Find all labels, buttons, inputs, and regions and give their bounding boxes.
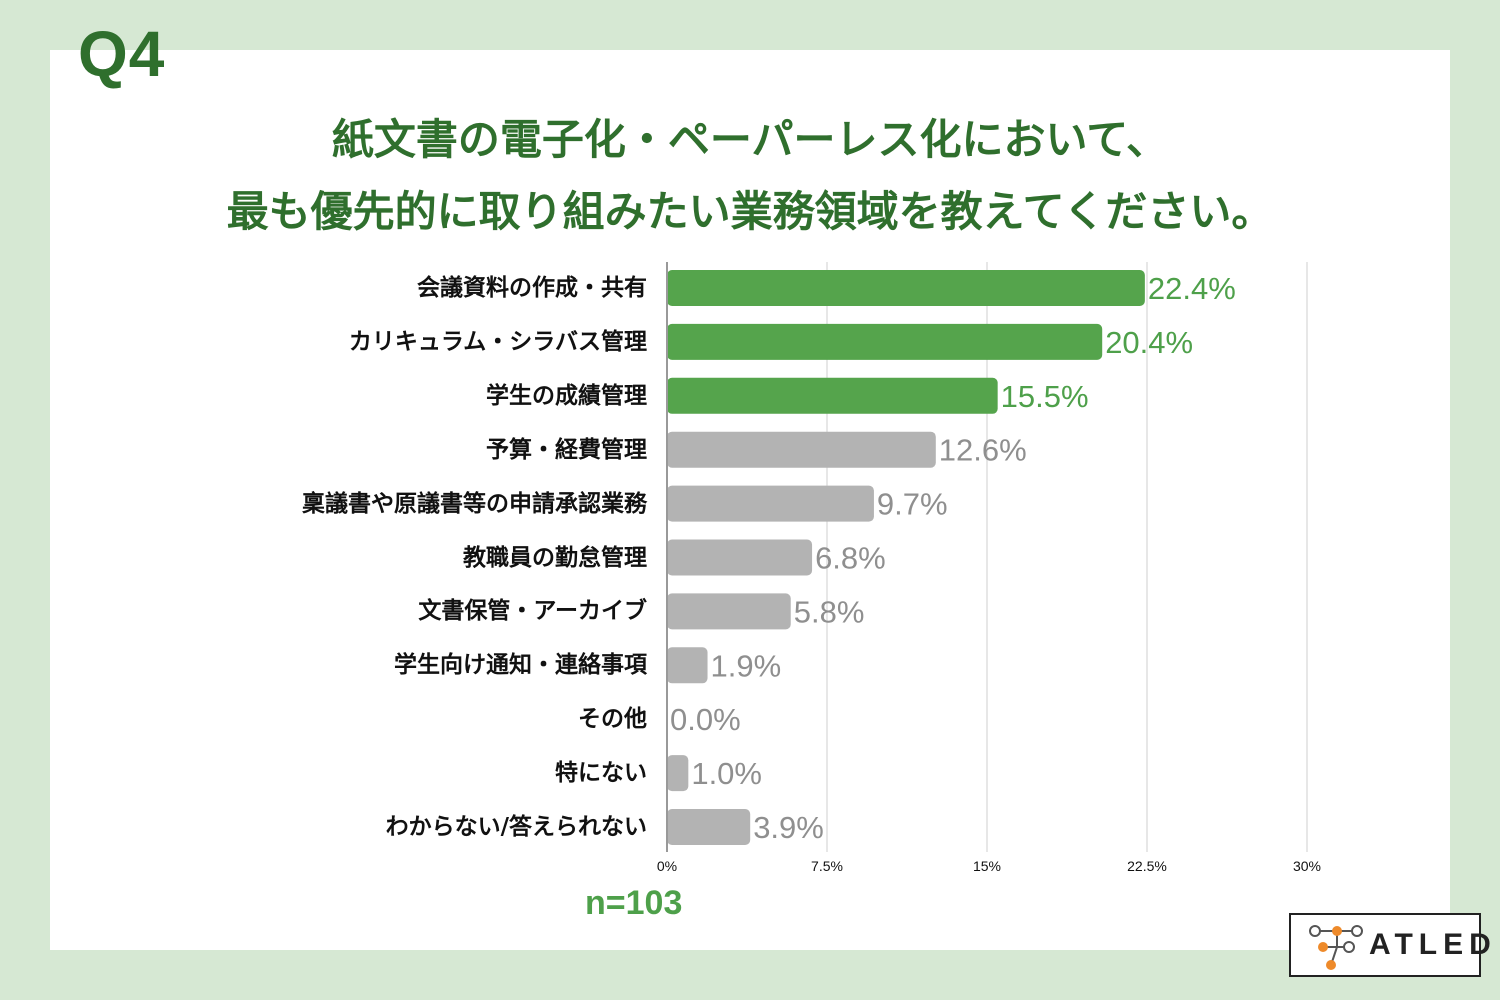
sample-size-label: n=103	[585, 884, 683, 922]
bar-value-label: 12.6%	[939, 433, 1027, 468]
bar-value-label: 20.4%	[1105, 325, 1193, 360]
bar-value-label: 0.0%	[670, 702, 741, 737]
atled-logo: ATLED	[1289, 913, 1491, 977]
category-label: 稟議書や原議書等の申請承認業務	[302, 490, 647, 517]
category-label: 予算・経費管理	[486, 436, 647, 463]
category-label: カリキュラム・シラバス管理	[348, 328, 647, 355]
category-label: わからない/答えられない	[385, 814, 647, 840]
x-tick-label: 0%	[657, 858, 677, 874]
bar-value-label: 5.8%	[794, 594, 865, 629]
bar	[667, 755, 689, 792]
x-tick-label: 15%	[973, 858, 1001, 874]
bar	[667, 377, 998, 414]
bar-value-label: 1.0%	[691, 756, 762, 791]
bar	[667, 431, 936, 468]
x-tick-label: 30%	[1293, 858, 1321, 874]
logo-text: ATLED	[1369, 928, 1497, 961]
category-label: 文書保管・アーカイブ	[418, 598, 647, 625]
bar	[667, 539, 813, 576]
x-tick-label: 7.5%	[811, 858, 843, 874]
chart-title-line-2: 最も優先的に取り組みたい業務領域を教えてください。	[226, 187, 1274, 236]
bar-value-label: 1.9%	[711, 648, 782, 683]
logo-molecule-icon	[1309, 925, 1363, 970]
bar-value-label: 6.8%	[815, 541, 886, 576]
bar	[667, 323, 1103, 360]
category-label: 特にない	[555, 760, 647, 787]
category-label: 教職員の勤怠管理	[463, 544, 647, 571]
bar	[667, 485, 874, 522]
bar	[667, 809, 751, 845]
bar-value-label: 3.9%	[753, 810, 824, 845]
bar-value-label: 22.4%	[1148, 271, 1236, 306]
bar-value-label: 15.5%	[1001, 379, 1089, 414]
category-label: 学生の成績管理	[486, 382, 647, 409]
chart-title-line-1: 紙文書の電子化・ペーパーレス化において、	[331, 115, 1169, 164]
bar	[667, 270, 1145, 306]
bar	[667, 647, 708, 684]
bar-value-label: 9.7%	[877, 487, 948, 522]
bar	[667, 593, 791, 630]
category-label: その他	[578, 706, 647, 733]
x-tick-label: 22.5%	[1127, 858, 1167, 874]
category-label: 会議資料の作成・共有	[417, 275, 647, 301]
category-label: 学生向け通知・連絡事項	[394, 652, 647, 679]
question-number: Q4	[78, 18, 166, 90]
